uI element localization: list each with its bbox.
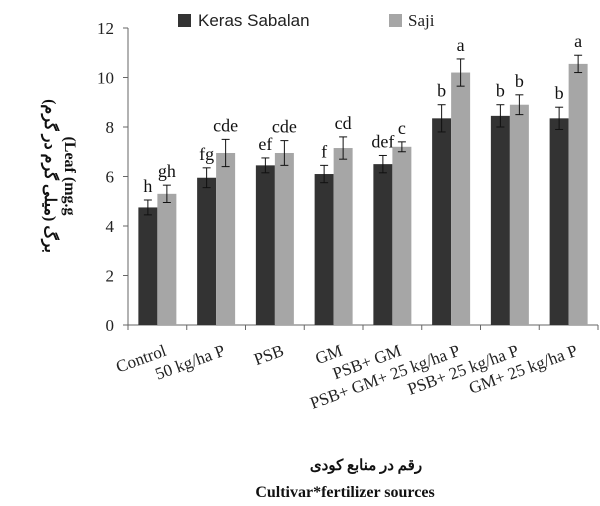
bar-keras-sabalan [490, 115, 510, 325]
significance-letter: cde [272, 117, 297, 137]
bar-saji [568, 63, 588, 325]
legend-swatch-keras-sabalan [178, 14, 191, 27]
significance-letter: f [321, 141, 327, 161]
y-axis: 0 2 4 6 8 10 12 [97, 19, 129, 335]
bar-saji [333, 148, 353, 325]
significance-letter: c [398, 118, 406, 138]
bar-keras-sabalan [549, 118, 569, 326]
significance-letter: b [555, 83, 564, 103]
bar-saji [392, 146, 412, 325]
x-axis-title-line-1: رقم در منابع کودی [310, 458, 422, 474]
bar-saji [216, 152, 236, 325]
bar-keras-sabalan [255, 165, 275, 325]
legend-label-saji: Saji [408, 11, 435, 30]
significance-letter: cde [213, 115, 238, 135]
y-tick-label: 4 [106, 217, 115, 236]
bar-saji [451, 72, 471, 325]
significance-letter: b [437, 81, 446, 101]
legend: Keras Sabalan Saji [178, 11, 435, 30]
x-tick-label: PSB [251, 341, 286, 369]
significance-letter: h [143, 176, 152, 196]
significance-letter: b [515, 71, 524, 91]
y-tick-label: 6 [106, 168, 115, 187]
legend-label-keras-sabalan: Keras Sabalan [198, 11, 310, 30]
bar-keras-sabalan [314, 174, 334, 325]
significance-letter: ef [258, 134, 272, 154]
y-tick-label: 8 [106, 118, 115, 137]
significance-letter: a [457, 35, 465, 55]
significance-letter: gh [158, 161, 176, 181]
y-tick-label: 0 [106, 316, 115, 335]
significance-letter: a [574, 31, 582, 51]
y-tick-label: 12 [97, 19, 114, 38]
bar-saji [274, 152, 294, 325]
significance-letter: def [371, 131, 394, 151]
y-axis-title: برگ (میلی گرم در گرم) (Leaf (mg.g [40, 99, 78, 253]
y-axis-title-line-1: برگ (میلی گرم در گرم) [40, 99, 60, 253]
bar-keras-sabalan [138, 207, 158, 325]
bar-keras-sabalan [373, 164, 393, 325]
bar-keras-sabalan [197, 177, 217, 325]
significance-letter: fg [199, 144, 214, 164]
legend-swatch-saji [389, 14, 402, 27]
bar-saji [157, 193, 177, 325]
x-axis-title-line-2: Cultivar*fertilizer sources [255, 484, 434, 501]
significance-letter: b [496, 81, 505, 101]
bar-keras-sabalan [432, 118, 452, 326]
bar-saji [509, 104, 529, 325]
y-tick-label: 10 [97, 69, 114, 88]
y-axis-title-line-2: (Leaf (mg.g [61, 136, 78, 215]
significance-letter: cd [335, 113, 352, 133]
y-tick-label: 2 [106, 267, 115, 286]
